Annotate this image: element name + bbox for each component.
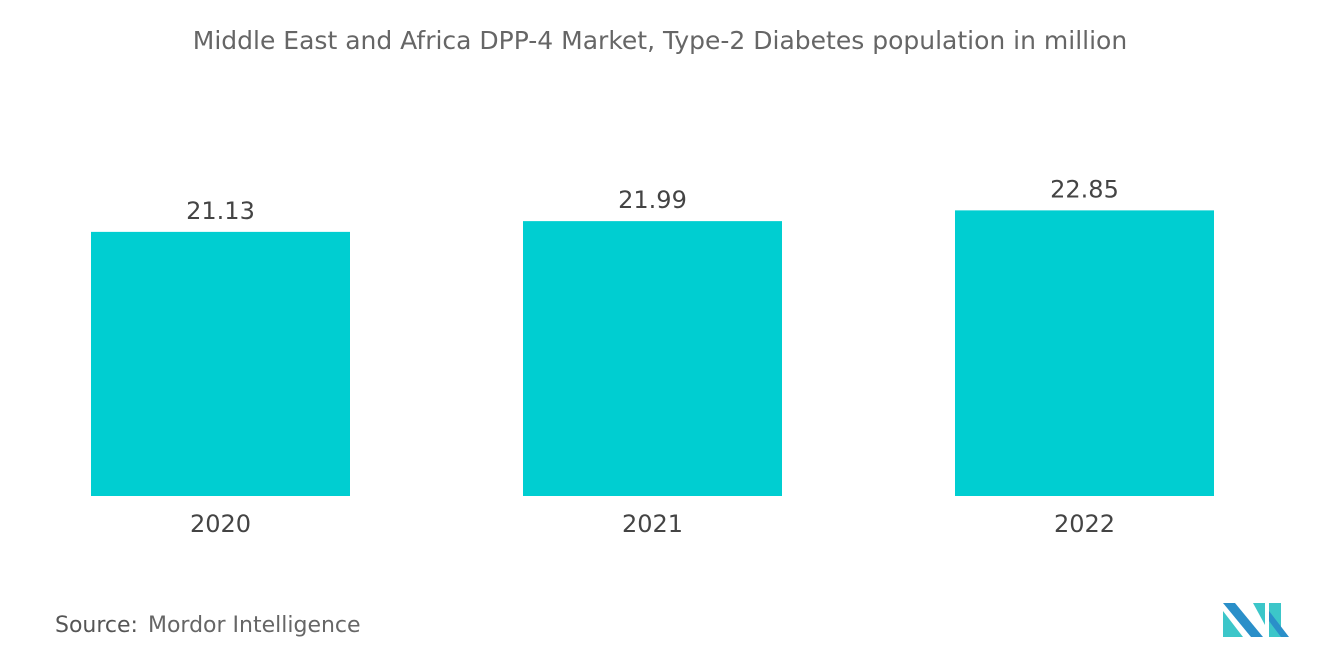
source-label: Source: bbox=[55, 613, 138, 638]
data-label: 22.85 bbox=[1050, 175, 1119, 203]
x-tick-label: 2020 bbox=[190, 510, 251, 538]
chart-title: Middle East and Africa DPP-4 Market, Typ… bbox=[192, 26, 1128, 55]
data-label: 21.99 bbox=[618, 186, 687, 214]
source-text: Mordor Intelligence bbox=[147, 613, 361, 638]
mordor-logo bbox=[1223, 603, 1289, 637]
source-note: Source: Mordor Intelligence bbox=[55, 613, 361, 638]
data-label: 21.13 bbox=[186, 197, 255, 225]
bar-2020 bbox=[91, 231, 350, 496]
x-tick-label: 2021 bbox=[622, 510, 683, 538]
bar-2022 bbox=[955, 210, 1214, 496]
bar-2021 bbox=[523, 221, 782, 496]
x-tick-label: 2022 bbox=[1054, 510, 1115, 538]
